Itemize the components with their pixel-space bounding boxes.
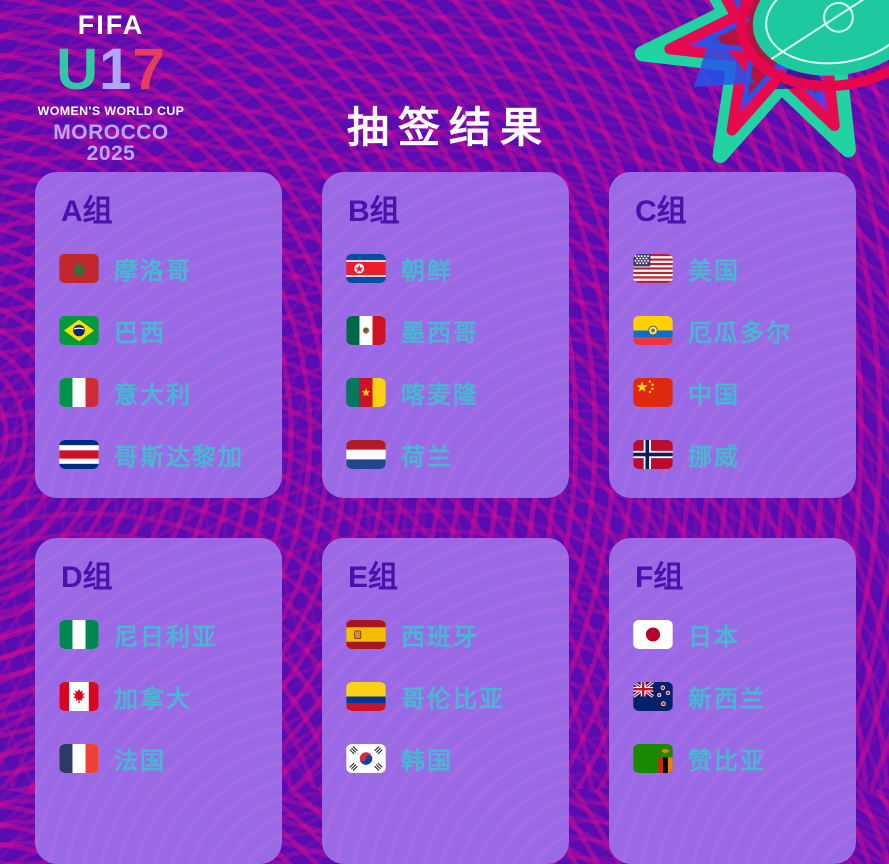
team-name: 尼日利亚 [114, 624, 218, 651]
team-name: 赞比亚 [688, 748, 766, 775]
flag-france-icon [59, 744, 99, 773]
team-name: 加拿大 [114, 686, 192, 713]
fifa-u17-wwc-logo: FIFA U17 WOMEN'S WORLD CUP MOROCCO 2025 [26, 10, 196, 166]
team-name: 厄瓜多尔 [688, 320, 792, 347]
team-name: 挪威 [688, 444, 740, 471]
team-row: 朝鲜 [346, 254, 551, 285]
team-row: 巴西 [59, 316, 264, 347]
flag-netherlands-icon [346, 440, 386, 469]
team-name: 哥斯达黎加 [114, 444, 244, 471]
team-row: 哥伦比亚 [346, 682, 551, 713]
team-row: 墨西哥 [346, 316, 551, 347]
page-title: 抽签结果 [346, 104, 551, 152]
group-card-d: D组尼日利亚加拿大法国 [35, 538, 282, 864]
team-name: 新西兰 [688, 686, 766, 713]
group-card-a: A组摩洛哥巴西意大利哥斯达黎加 [35, 172, 282, 498]
group-card-e: E组西班牙哥伦比亚韩国 [322, 538, 569, 864]
team-row: 法国 [59, 744, 264, 775]
team-name: 意大利 [114, 382, 192, 409]
group-card-b: B组朝鲜墨西哥喀麦隆荷兰 [322, 172, 569, 498]
groups-grid: A组 摩洛哥 巴西 意大利 哥斯达黎加 B组 朝鲜 墨西哥 喀麦隆 荷兰 C组 美国 厄瓜多尔 中国 挪威 D… [35, 172, 856, 864]
team-row: 摩洛哥 [59, 254, 264, 285]
team-row: 哥斯达黎加 [59, 440, 264, 471]
team-name: 美国 [688, 258, 740, 285]
team-name: 哥伦比亚 [401, 686, 505, 713]
flag-costa-rica-icon [59, 440, 99, 469]
team-name: 法国 [114, 748, 166, 775]
group-card-f: F组日本新西兰赞比亚 [609, 538, 856, 864]
team-row: 厄瓜多尔 [633, 316, 838, 347]
logo-subtitle: WOMEN'S WORLD CUP [37, 104, 185, 118]
flag-colombia-icon [346, 682, 386, 711]
team-row: 赞比亚 [633, 744, 838, 775]
team-name: 中国 [688, 382, 740, 409]
team-row: 荷兰 [346, 440, 551, 471]
team-name: 韩国 [401, 748, 453, 775]
group-label: A组 [61, 195, 113, 228]
group-label: C组 [635, 195, 687, 228]
flag-new-zealand-icon [633, 682, 673, 711]
flag-zambia-icon [633, 744, 673, 773]
team-row: 尼日利亚 [59, 620, 264, 651]
team-row: 挪威 [633, 440, 838, 471]
logo-u17-text: U17 [56, 37, 166, 102]
flag-norway-icon [633, 440, 673, 469]
flag-usa-icon [633, 254, 673, 283]
team-name: 朝鲜 [401, 258, 453, 285]
team-row: 美国 [633, 254, 838, 285]
group-label: F组 [635, 561, 684, 594]
group-label: D组 [61, 561, 113, 594]
logo-host-year: MOROCCO 2025 [53, 121, 169, 166]
group-card-c: C组美国厄瓜多尔中国挪威 [609, 172, 856, 498]
team-row: 西班牙 [346, 620, 551, 651]
team-name: 墨西哥 [401, 320, 479, 347]
logo-fifa-text: FIFA [77, 10, 145, 40]
group-label: B组 [348, 195, 400, 228]
flag-south-korea-icon [346, 744, 386, 773]
flag-nigeria-icon [59, 620, 99, 649]
flag-cameroon-icon [346, 378, 386, 407]
team-name: 日本 [688, 624, 740, 651]
team-name: 西班牙 [401, 624, 479, 651]
flag-canada-icon [59, 682, 99, 711]
team-name: 荷兰 [401, 444, 453, 471]
team-row: 韩国 [346, 744, 551, 775]
flag-china-icon [633, 378, 673, 407]
flag-morocco-icon [59, 254, 99, 283]
team-row: 新西兰 [633, 682, 838, 713]
flag-north-korea-icon [346, 254, 386, 283]
team-row: 加拿大 [59, 682, 264, 713]
flag-italy-icon [59, 378, 99, 407]
flag-brazil-icon [59, 316, 99, 345]
team-name: 巴西 [114, 320, 166, 347]
team-row: 中国 [633, 378, 838, 409]
team-name: 喀麦隆 [401, 382, 479, 409]
team-row: 日本 [633, 620, 838, 651]
team-row: 喀麦隆 [346, 378, 551, 409]
flag-japan-icon [633, 620, 673, 649]
team-name: 摩洛哥 [114, 258, 192, 285]
flag-ecuador-icon [633, 316, 673, 345]
group-label: E组 [348, 561, 399, 594]
team-row: 意大利 [59, 378, 264, 409]
flag-mexico-icon [346, 316, 386, 345]
flag-spain-icon [346, 620, 386, 649]
